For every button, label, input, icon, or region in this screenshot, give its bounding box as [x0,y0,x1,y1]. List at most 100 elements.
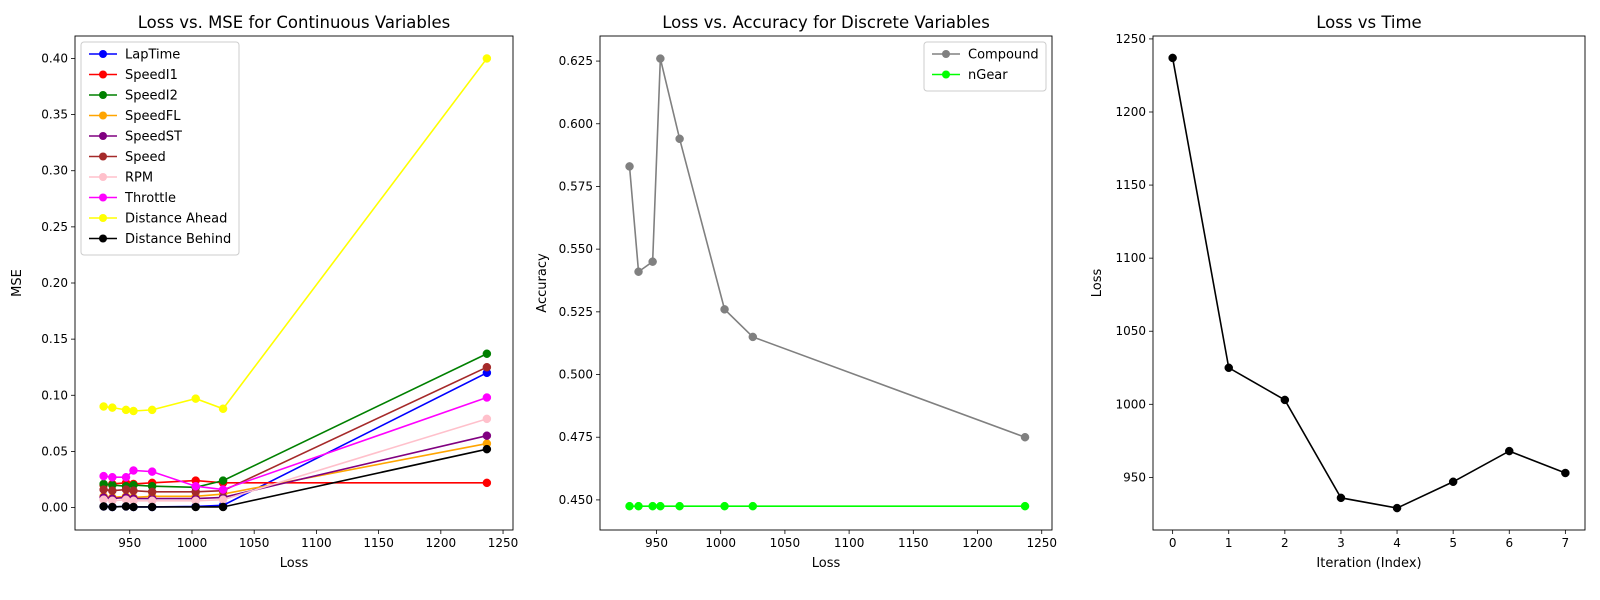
chart-title: Loss vs Time [1316,13,1421,32]
data-point-distance-behind [121,502,131,511]
data-point-ngear [656,501,665,511]
x-tick-label: 1150 [898,536,929,550]
data-point-series-1 [1280,395,1290,405]
data-point-speedst [482,431,492,440]
y-tick-label: 0.450 [559,493,593,507]
legend-swatch-marker [99,132,107,140]
x-tick-label: 1250 [1026,536,1057,550]
data-point-compound [625,162,634,171]
x-tick-label: 4 [1393,536,1401,550]
y-tick-label: 1250 [1115,32,1146,46]
y-tick-label: 0.40 [41,51,68,65]
data-point-speedi1 [482,478,492,488]
legend-swatch-marker [99,214,107,222]
data-point-series-1 [1505,446,1514,456]
x-axis-label: Iteration (Index) [1316,556,1421,571]
data-point-throttle [218,485,228,494]
data-point-throttle [99,471,108,481]
x-tick-label: 1050 [770,536,801,550]
data-point-rpm [218,495,228,504]
y-tick-label: 0.20 [41,276,68,290]
x-tick-label: 0 [1169,536,1177,550]
x-tick-label: 1150 [363,536,394,550]
legend-label: Throttle [124,191,176,206]
data-point-ngear [648,501,657,511]
data-point-ngear [675,501,684,511]
x-tick-label: 5 [1449,536,1457,550]
data-point-series-1 [1561,468,1570,478]
data-point-speed [108,486,117,495]
y-axis-label: Loss [1090,269,1105,298]
legend-swatch-marker [99,193,107,202]
data-point-speed [121,485,131,494]
data-point-speed [129,486,138,495]
data-point-throttle [121,472,131,482]
data-point-compound [748,332,758,342]
data-point-distance-behind [129,502,138,512]
x-tick-label: 1000 [705,536,736,550]
legend-swatch-marker [942,70,950,79]
plot-frame [599,35,1053,531]
legend-swatch-marker [99,91,107,99]
x-tick-label: 1100 [834,536,865,550]
legend-swatch-marker [99,173,107,181]
data-point-distance-ahead [99,402,108,411]
data-point-ngear [634,501,643,511]
chart-panel-2: Loss vs. Accuracy for Discrete Variables… [535,13,1057,571]
legend-label: SpeedI1 [125,68,178,83]
y-tick-label: 0.575 [559,179,593,193]
y-tick-label: 0.25 [41,220,68,234]
data-point-series-1 [1392,503,1402,513]
y-tick-label: 1150 [1115,178,1146,192]
data-point-throttle [129,466,138,475]
legend-label: nGear [968,68,1008,83]
y-tick-label: 0.550 [559,242,593,256]
x-tick-label: 1050 [239,536,270,550]
legend-label: Speed [125,150,166,165]
data-point-compound [656,54,665,63]
data-point-throttle [147,467,157,476]
y-tick-label: 950 [1123,470,1146,484]
y-tick-label: 1050 [1115,324,1146,338]
data-point-throttle [191,481,200,491]
x-tick-label: 1000 [177,536,208,550]
x-tick-label: 2 [1281,536,1289,550]
data-point-distance-ahead [129,406,138,416]
legend-label: RPM [125,171,153,186]
data-point-speed [99,485,108,494]
plot-frame [74,35,514,531]
legend-label: SpeedI2 [125,89,178,104]
series-line-speedfl [103,442,488,499]
data-point-distance-behind [191,502,200,512]
data-point-distance-behind [99,502,108,511]
y-tick-label: 0.35 [41,108,68,122]
data-point-ngear [720,501,729,511]
data-point-compound [648,257,657,266]
y-tick-label: 0.15 [41,332,68,346]
plot-frame [1152,35,1586,531]
legend-box [80,41,240,256]
data-point-compound [634,267,643,276]
legend-swatch-marker [99,234,107,243]
series-line-speedi2 [103,353,488,489]
x-tick-label: 1200 [426,536,457,550]
legend-swatch-marker [99,70,107,79]
x-tick-label: 950 [645,536,668,550]
legend: Compound nGear [923,41,1047,92]
y-tick-label: 0.10 [41,388,68,402]
legend-label: Distance Behind [125,232,231,247]
data-point-speed [482,362,492,372]
x-tick-label: 3 [1337,536,1345,550]
x-tick-label: 1100 [301,536,332,550]
data-point-distance-ahead [108,403,117,412]
series-line-rpm [103,418,488,502]
legend-swatch-marker [99,152,107,161]
y-tick-label: 0.00 [41,501,68,515]
data-point-compound [720,305,729,314]
x-tick-label: 950 [118,536,141,550]
x-tick-label: 7 [1562,536,1570,550]
y-tick-label: 0.05 [41,444,68,458]
x-tick-label: 1200 [962,536,993,550]
chart-title: Loss vs. Accuracy for Discrete Variables [662,13,990,32]
